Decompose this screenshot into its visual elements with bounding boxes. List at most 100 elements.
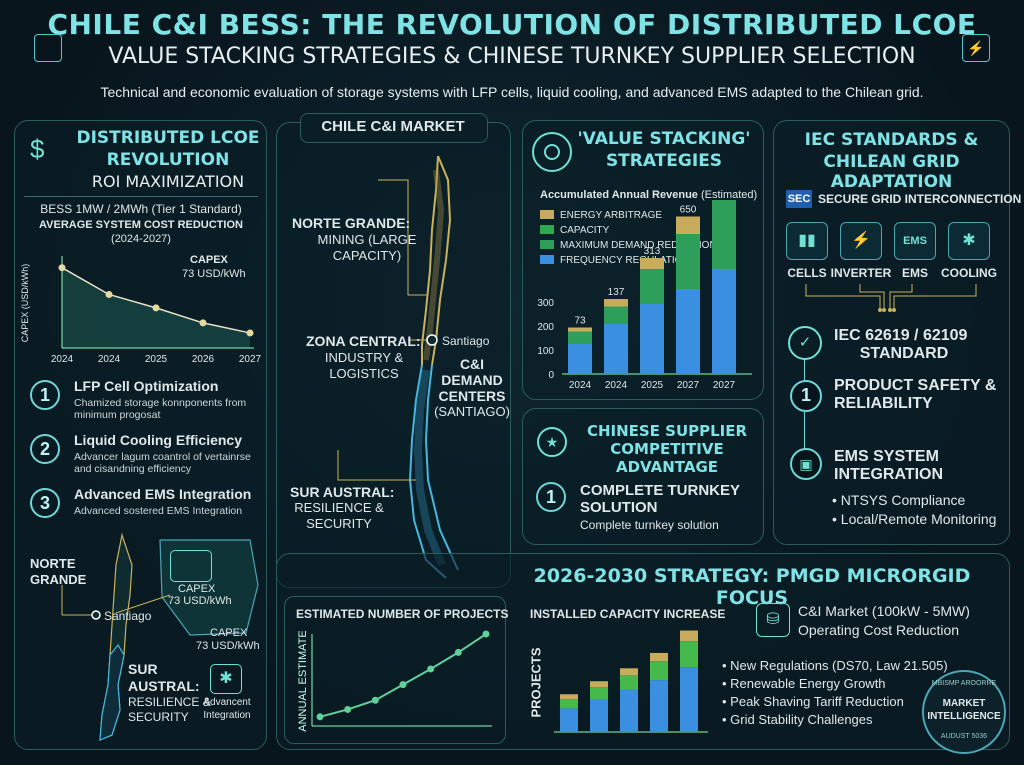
lcoe-chart-period: (2024-2027): [111, 233, 171, 245]
mini-capex-label2: CAPEX: [210, 627, 248, 639]
lcoe-x-tick: 2024: [98, 354, 121, 365]
capacity-bar-segment: [650, 652, 668, 662]
value-title-line2: STRATEGIES: [605, 151, 723, 171]
iec-std-line2: STANDARD: [859, 345, 949, 362]
iec-bullet: • NTSYS Compliance: [832, 492, 966, 508]
iec-icon-label: INVERTER: [830, 266, 892, 280]
market-title-tab: [300, 113, 488, 143]
seal-top-text: MBISMP AROORRE: [931, 680, 997, 687]
strategy-bullet: • Peak Shaving Tariff Reduction: [722, 694, 904, 709]
capacity-bar-segment: [620, 668, 638, 676]
seal-bottom-text: AUDUST 5036: [940, 733, 988, 740]
value-data-label: 313: [644, 246, 661, 257]
iec-std-line1: IEC 62619 / 62109: [834, 327, 968, 344]
market-south-line2: SECURITY: [306, 516, 372, 531]
lcoe-point: [58, 264, 66, 272]
gear-box-icon: [170, 550, 212, 582]
lcoe-point: [199, 319, 207, 327]
iec-icon-label: COOLING: [941, 266, 997, 280]
page-description: Technical and economic evaluation of sto…: [100, 84, 924, 100]
legend-label: ENERGY ARBITRAGE: [560, 210, 662, 221]
ems-icon: EMS: [894, 222, 936, 260]
lcoe-item-number: 1: [30, 380, 60, 410]
lcoe-capex-label: CAPEX: [190, 254, 228, 266]
lcoe-item-text: Chamized storage konnponents from minimu…: [74, 397, 247, 421]
strategy-bullet: • Grid Stability Challenges: [722, 712, 873, 727]
lcoe-subtitle: ROI MAXIMIZATION: [91, 172, 245, 191]
capacity-bar-segment: [560, 708, 578, 732]
market-south-line1: RESILIENCE &: [294, 500, 384, 515]
lcoe-point: [152, 304, 160, 312]
value-title-line1: 'VALUE STACKING': [577, 129, 751, 149]
lcoe-item-title: Advanced EMS Integration: [74, 486, 252, 502]
strategy-bullet: • New Regulations (DS70, Law 21.505): [722, 658, 948, 673]
sec-logo: SEC: [786, 190, 812, 208]
shield-icon: ✓: [788, 326, 822, 360]
lcoe-x-tick: 2025: [145, 354, 168, 365]
iec-title-line2: CHILEAN GRID ADAPTATION: [823, 152, 960, 192]
legend-swatch: [540, 225, 554, 234]
snowflake-icon: ✱: [210, 664, 242, 694]
value-bar-segment: [604, 324, 628, 374]
lcoe-item-title: Liquid Cooling Efficiency: [74, 432, 242, 448]
iec-icon-label: EMS: [901, 266, 928, 280]
value-x-tick: 2027: [677, 380, 700, 391]
strategy-market-line1: C&I Market (100kW - 5MW): [798, 603, 970, 619]
market-north-line1: MINING (LARGE: [317, 232, 417, 247]
market-ci-line2: DEMAND: [441, 372, 503, 388]
value-bar-segment: [712, 200, 736, 269]
value-data-label: 650: [680, 205, 697, 216]
mini-capex-value2: 73 USD/kWh: [196, 640, 260, 652]
iec-safety-line2: RELIABILITY: [834, 395, 933, 412]
battery-icon: ▮▮: [786, 222, 828, 260]
chinese-item-line2: SOLUTION: [580, 499, 658, 516]
capacity-bar-segment: [590, 687, 608, 699]
strategy-bullet: • Renewable Energy Growth: [722, 676, 886, 691]
capacity-bar-segment: [650, 661, 668, 681]
capacity-bar-segment: [560, 694, 578, 699]
lcoe-capex-value: 73 USD/kWh: [182, 268, 246, 280]
chinese-item-number: 1: [536, 482, 566, 512]
divider: [24, 196, 258, 197]
value-bar-segment: [676, 216, 700, 234]
lcoe-item-text: Advanced sostered EMS Integration: [74, 505, 243, 517]
value-data-label: 73: [574, 316, 586, 327]
mini-capex-label1: CAPEX: [178, 583, 216, 595]
snowflake-icon: ✱: [948, 222, 990, 260]
page-title: CHILE C&I BESS: THE REVOLUTION OF DISTRI…: [47, 8, 977, 41]
target-icon: [532, 132, 572, 172]
award-icon: ★: [537, 427, 567, 457]
lcoe-point: [105, 290, 113, 298]
value-bar-segment: [568, 327, 592, 332]
legend-label: MAXIMUM DEMAND REDUCTION: [560, 240, 717, 251]
value-bar-segment: [568, 331, 592, 344]
chip-icon: ▣: [790, 448, 822, 480]
market-south-bold: SUR AUSTRAL:: [290, 484, 395, 500]
value-bar-chart: ENERGY ARBITRAGE CAPACITY MAXIMUM DEMAND R…: [537, 200, 752, 391]
iec-icon-label: CELLS: [787, 266, 827, 280]
mini-south-line3: RESILIENCE &: [128, 695, 211, 709]
seal-line2: INTELLIGENCE: [927, 711, 1001, 722]
projects-point: [371, 696, 379, 704]
iec-title-line1: IEC STANDARDS &: [804, 130, 979, 150]
lcoe-item-title: LFP Cell Optimization: [74, 378, 219, 394]
mini-south-line2: AUSTRAL:: [128, 678, 200, 694]
capacity-bar-segment: [680, 630, 698, 642]
value-y-tick: 300: [537, 298, 554, 309]
value-bar-segment: [712, 269, 736, 374]
value-bar-segment: [676, 289, 700, 374]
value-y-tick: 200: [537, 322, 554, 333]
target-icon-inner: [544, 144, 560, 160]
market-ci-line4: (SANTIAGO): [434, 404, 510, 419]
mini-map-north-label: NORTE GRANDE: [30, 556, 87, 587]
projects-title: ESTIMATED NUMBER OF PROJECTS: [296, 607, 509, 621]
market-north-line2: CAPACITY): [332, 248, 402, 263]
mini-capex-value1: 73 USD/kWh: [168, 595, 232, 607]
projects-point: [482, 630, 490, 638]
value-bar-segment: [604, 299, 628, 307]
market-panel: [276, 122, 511, 588]
value-x-tick: 2024: [569, 380, 592, 391]
lcoe-line-chart: 2024 2024 2025 2026 2027 CAPEX (USD/kWh): [20, 256, 262, 365]
capacity-ylabel: PROJECTS: [528, 647, 544, 718]
legend-swatch: [540, 240, 554, 249]
